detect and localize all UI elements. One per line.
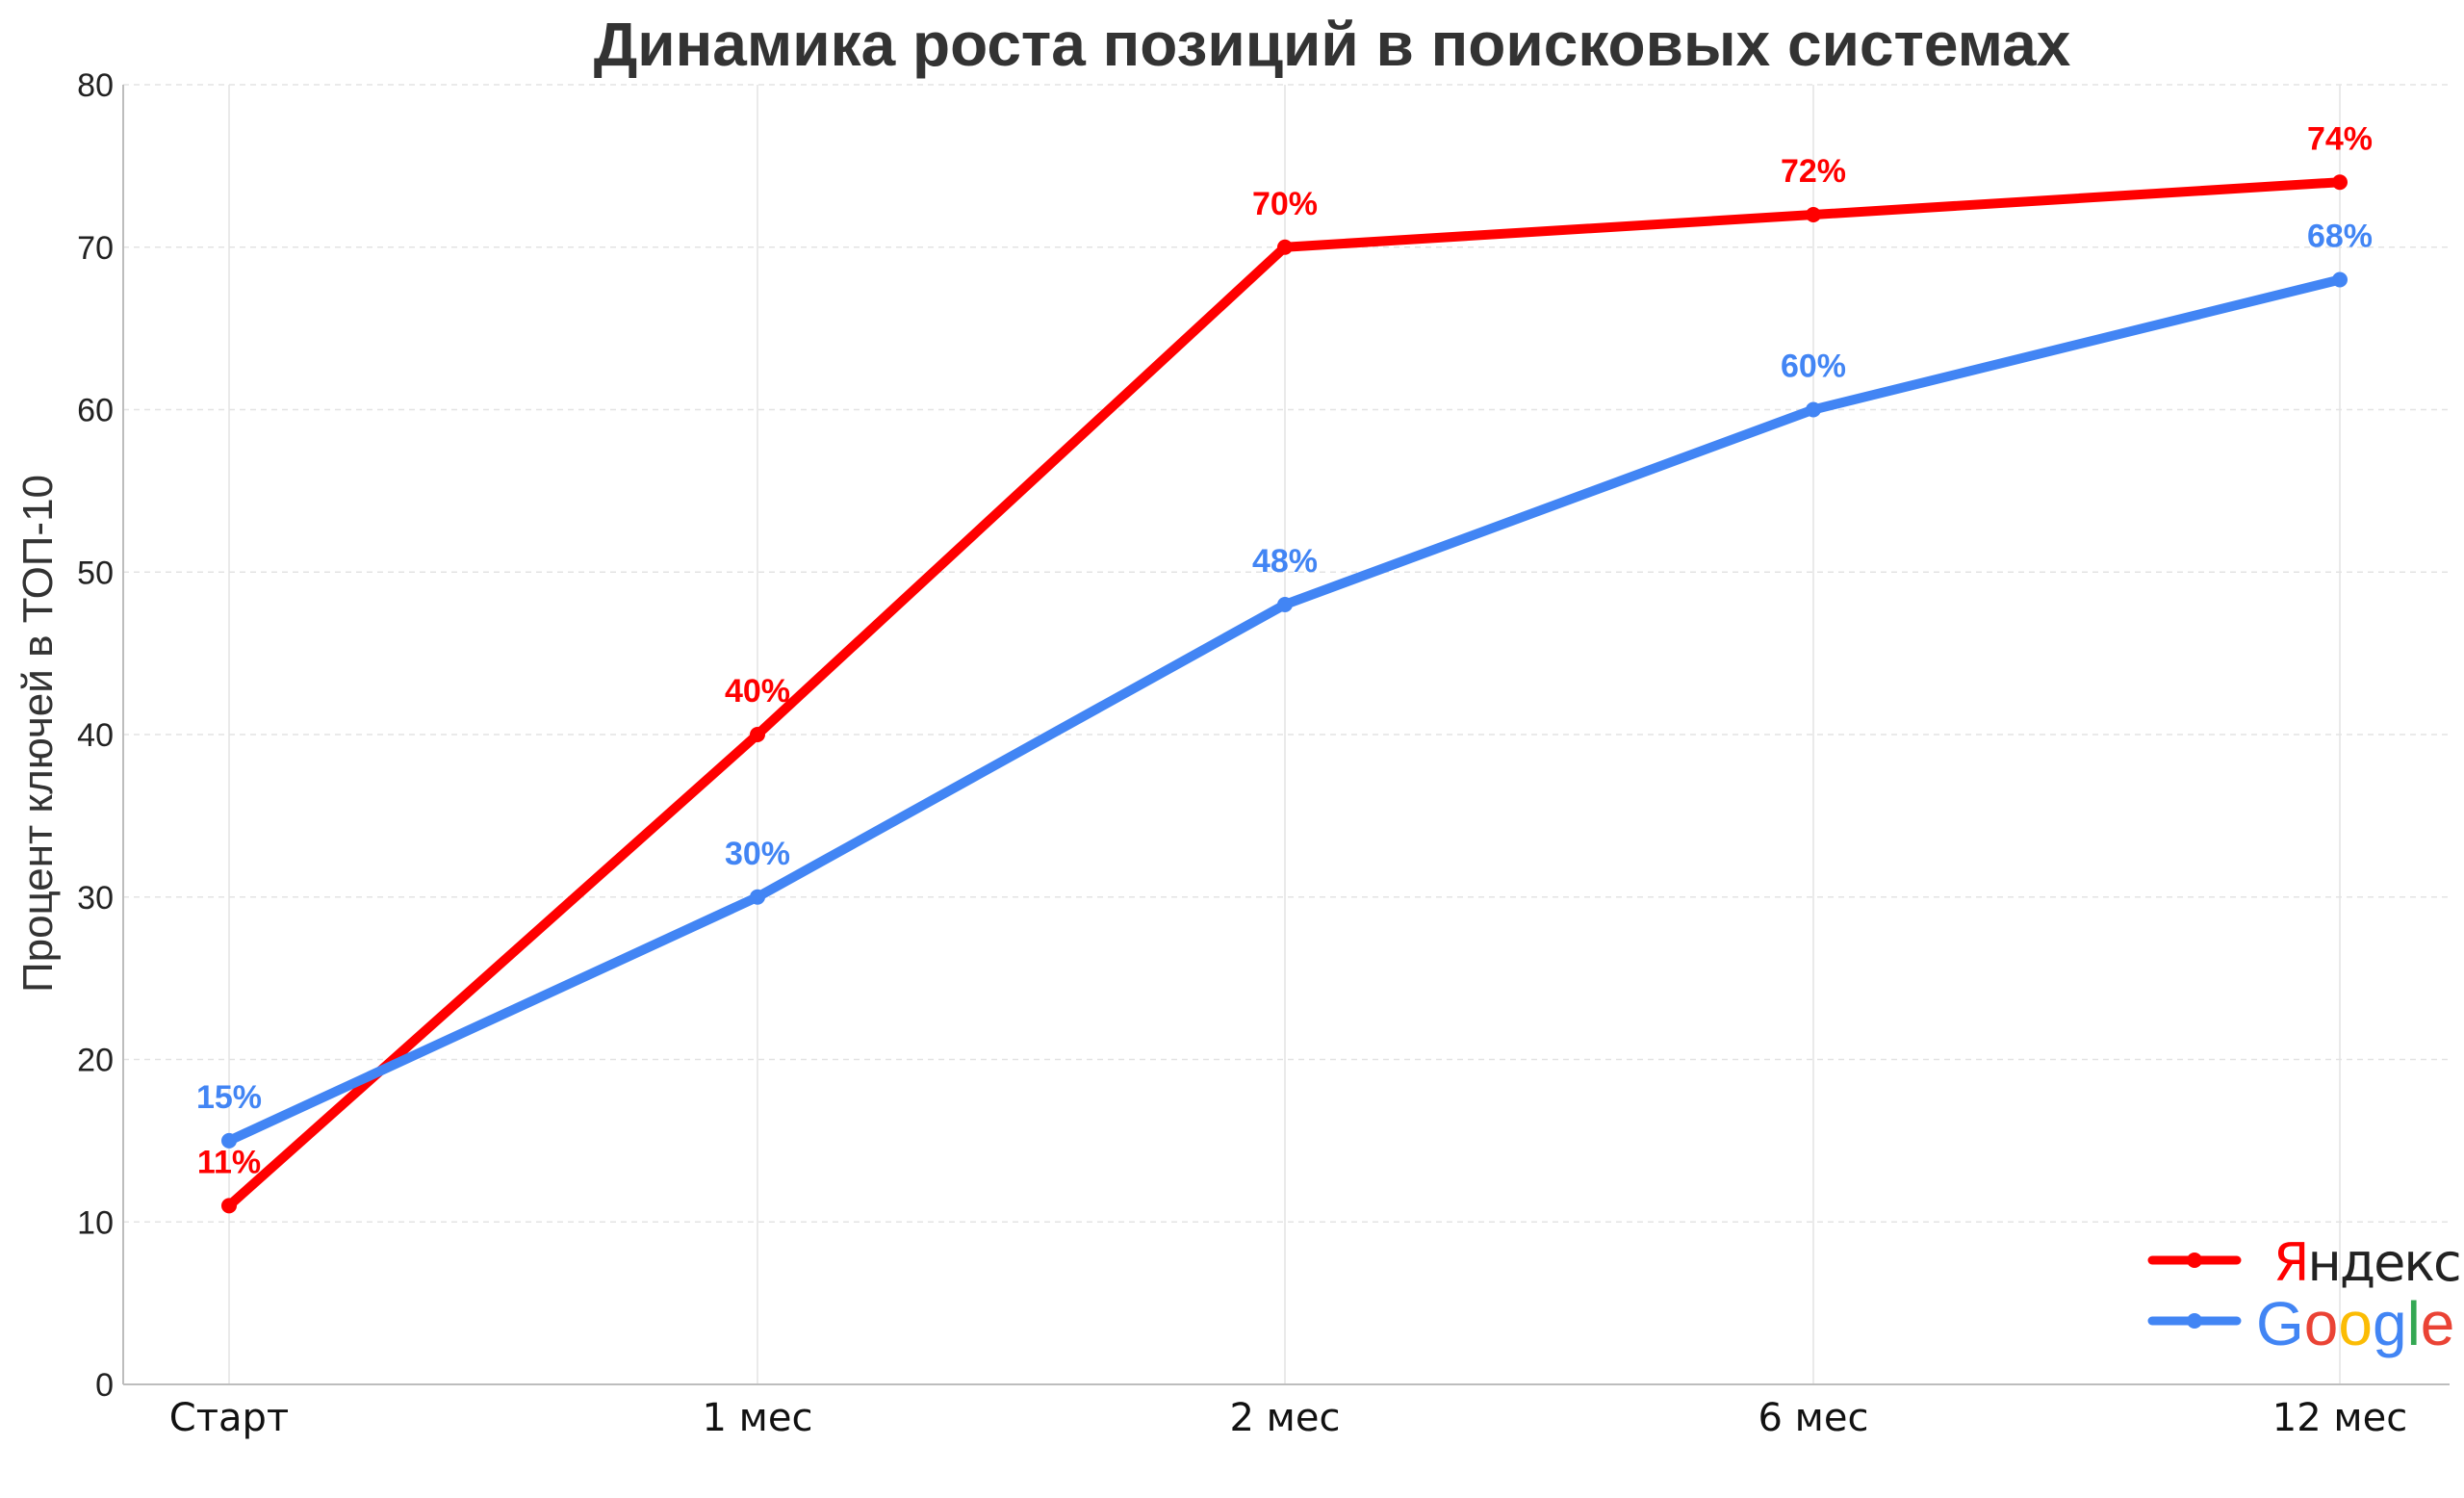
data-label: 70% <box>1252 186 1318 222</box>
y-axis-label: Процент ключей в ТОП-10 <box>14 475 62 993</box>
y-tick-label: 30 <box>77 880 114 917</box>
google-logo-letter: o <box>2304 1289 2339 1358</box>
data-labels-layer: 11% 40% 70% 72% 74% 15% 30% 48% 60% 68% <box>196 120 2373 1180</box>
legend-item-yandex: Яндекс <box>2147 1232 2462 1293</box>
data-point <box>1277 239 1293 255</box>
axes-layer: 0 10 20 30 40 50 60 70 80 Старт 1 мес 2 мес 6 мес 12 … <box>77 67 2450 1440</box>
data-label: 74% <box>2307 120 2373 157</box>
y-tick-label: 50 <box>77 555 114 591</box>
x-tick-label: Старт <box>169 1396 289 1440</box>
y-tick-label: 20 <box>77 1043 114 1079</box>
yandex-logo: Яндекс <box>2273 1232 2460 1293</box>
y-tick-label: 70 <box>77 230 114 267</box>
y-tick-label: 10 <box>77 1204 114 1241</box>
google-logo-letter: o <box>2338 1289 2373 1358</box>
legend-marker-yandex <box>2187 1253 2202 1268</box>
y-tick-label: 60 <box>77 393 114 429</box>
yandex-logo-rest: ндекс <box>2308 1232 2460 1293</box>
data-point <box>2332 271 2348 288</box>
data-point <box>2332 174 2348 191</box>
google-logo-letter: g <box>2373 1289 2407 1358</box>
google-logo-letter: G <box>2256 1289 2304 1358</box>
x-tick-label: 2 мес <box>1230 1396 1341 1440</box>
yandex-logo-first-letter: Я <box>2273 1232 2308 1293</box>
data-label: 11% <box>197 1144 261 1180</box>
google-logo-letter: e <box>2421 1289 2455 1358</box>
series-layer <box>221 174 2348 1214</box>
data-point <box>1806 207 1821 222</box>
x-tick-label: 6 мес <box>1758 1396 1869 1440</box>
x-tick-label: 1 мес <box>703 1396 813 1440</box>
chart-title: Динамика роста позиций в поисковых систе… <box>594 10 2071 79</box>
data-point <box>750 727 765 742</box>
data-label: 30% <box>725 836 790 872</box>
legend-marker-google <box>2187 1313 2202 1329</box>
grid-layer <box>123 84 2450 1384</box>
data-label: 60% <box>1781 349 1846 385</box>
data-point <box>221 1132 237 1149</box>
legend-item-google: Google <box>2147 1289 2454 1358</box>
data-label: 48% <box>1252 543 1318 580</box>
data-point <box>1806 401 1821 418</box>
y-tick-label: 40 <box>77 717 114 754</box>
data-label: 15% <box>196 1079 262 1116</box>
legend: Яндекс Google <box>2147 1232 2462 1358</box>
google-logo: Google <box>2256 1289 2454 1358</box>
data-label: 40% <box>725 673 790 710</box>
data-label: 72% <box>1781 153 1846 190</box>
data-point <box>750 889 765 905</box>
data-point <box>1277 597 1293 612</box>
data-point <box>221 1198 237 1214</box>
google-logo-letter: l <box>2407 1289 2421 1358</box>
data-label: 68% <box>2307 219 2373 255</box>
y-tick-label: 0 <box>95 1367 114 1404</box>
y-tick-label: 80 <box>77 67 114 104</box>
x-tick-label: 12 мес <box>2272 1396 2407 1440</box>
